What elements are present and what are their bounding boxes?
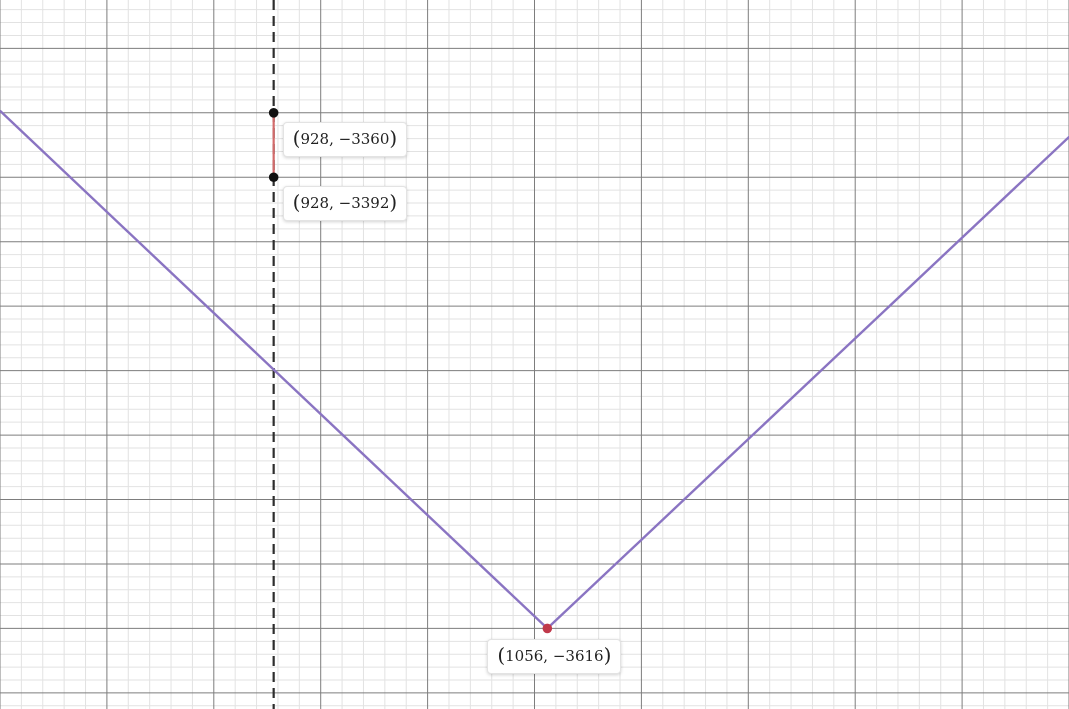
label-close-paren: ) — [603, 643, 612, 668]
point-label-1: (928, −3392) — [282, 186, 408, 222]
marked-point-0 — [268, 107, 279, 118]
marked-point-2 — [542, 623, 553, 634]
label-text: 928, −3360 — [300, 129, 390, 148]
label-open-paren: ( — [292, 190, 301, 215]
label-text: 1056, −3616 — [505, 647, 604, 666]
marked-point-1 — [268, 172, 279, 183]
point-label-2: (1056, −3616) — [487, 639, 622, 675]
label-text: 928, −3392 — [300, 194, 390, 213]
label-close-paren: ) — [389, 190, 398, 215]
label-open-paren: ( — [292, 125, 301, 150]
label-close-paren: ) — [389, 125, 398, 150]
label-open-paren: ( — [497, 643, 506, 668]
point-label-0: (928, −3360) — [282, 121, 408, 157]
